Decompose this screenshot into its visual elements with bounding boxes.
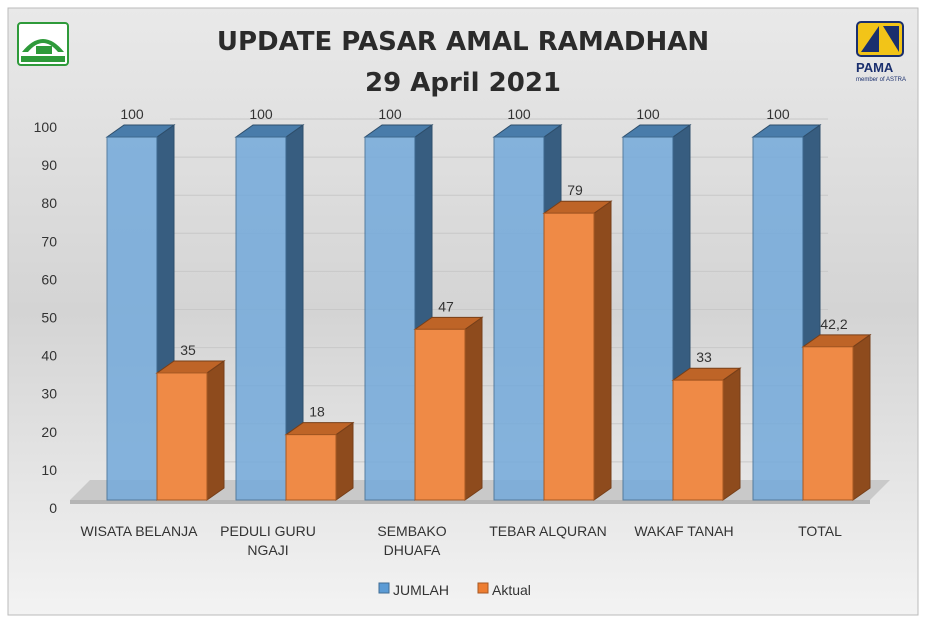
data-label: 79: [567, 182, 583, 198]
data-label: 18: [309, 404, 325, 420]
data-label: 35: [180, 342, 196, 358]
bar-front: [543, 212, 595, 501]
bar-side: [464, 316, 483, 501]
bar-front: [235, 136, 287, 501]
x-category-label: SEMBAKO: [377, 523, 446, 539]
y-tick-label: 20: [41, 424, 57, 440]
y-tick-label: 40: [41, 348, 57, 364]
y-tick-label: 100: [34, 119, 58, 135]
bar-side: [722, 367, 741, 501]
y-tick-label: 90: [41, 157, 57, 173]
bar-front: [156, 372, 208, 501]
svg-text:member of ASTRA: member of ASTRA: [856, 77, 906, 83]
bar-jumlah: [234, 124, 305, 501]
bar-front: [493, 136, 545, 501]
data-label: 100: [766, 106, 790, 122]
x-category-label: PEDULI GURU: [220, 523, 316, 539]
bar-side: [593, 200, 612, 501]
chart-floor-edge: [70, 500, 870, 504]
legend: JUMLAH Aktual: [378, 582, 531, 598]
y-tick-label: 10: [41, 462, 57, 478]
bar-aktual: [284, 421, 355, 501]
data-label: 100: [120, 106, 144, 122]
bar-front: [752, 136, 804, 501]
bar-jumlah: [621, 124, 692, 501]
x-category-label: TOTAL: [798, 523, 842, 539]
x-category-label: WISATA BELANJA: [81, 523, 199, 539]
bar-side: [206, 359, 225, 501]
x-category-label: NGAJI: [247, 542, 288, 558]
left-logo: [17, 22, 69, 66]
bar-side: [852, 333, 871, 501]
chart-title: UPDATE PASAR AMAL RAMADHAN: [217, 27, 709, 57]
x-category-label: TEBAR ALQURAN: [489, 523, 606, 539]
bar-front: [622, 136, 674, 501]
svg-text:PAMA: PAMA: [856, 60, 894, 75]
legend-swatch-jumlah: [378, 582, 390, 594]
bar-side: [335, 421, 354, 501]
bar-front: [285, 434, 337, 501]
data-label: 100: [507, 106, 531, 122]
data-label: 33: [696, 349, 712, 365]
bar-aktual: [155, 359, 226, 501]
x-category-label: DHUAFA: [384, 542, 441, 558]
data-label: 100: [636, 106, 660, 122]
y-tick-label: 80: [41, 195, 57, 211]
bar-aktual: [413, 316, 484, 501]
bar-front: [672, 379, 724, 501]
legend-label-aktual: Aktual: [492, 582, 531, 598]
bar-aktual: [542, 200, 613, 501]
data-label: 100: [378, 106, 402, 122]
x-category-label: WAKAF TANAH: [634, 523, 733, 539]
data-label: 42,2: [820, 316, 847, 332]
bar-aktual: [671, 367, 742, 501]
legend-label-jumlah: JUMLAH: [393, 582, 449, 598]
bar-front: [364, 136, 416, 501]
bar-front: [106, 136, 158, 501]
data-label: 100: [249, 106, 273, 122]
y-tick-label: 70: [41, 233, 57, 249]
y-tick-label: 60: [41, 271, 57, 287]
bar-front: [414, 328, 466, 501]
legend-swatch-aktual: [477, 582, 489, 594]
y-tick-label: 50: [41, 310, 57, 326]
bar-front: [802, 346, 854, 501]
pama-logo: PAMA member of ASTRA: [856, 21, 906, 83]
chart-subtitle: 29 April 2021: [365, 68, 561, 98]
bar-aktual: [801, 333, 872, 501]
y-tick-label: 0: [49, 500, 57, 516]
data-label: 47: [438, 298, 454, 314]
y-tick-label: 30: [41, 386, 57, 402]
